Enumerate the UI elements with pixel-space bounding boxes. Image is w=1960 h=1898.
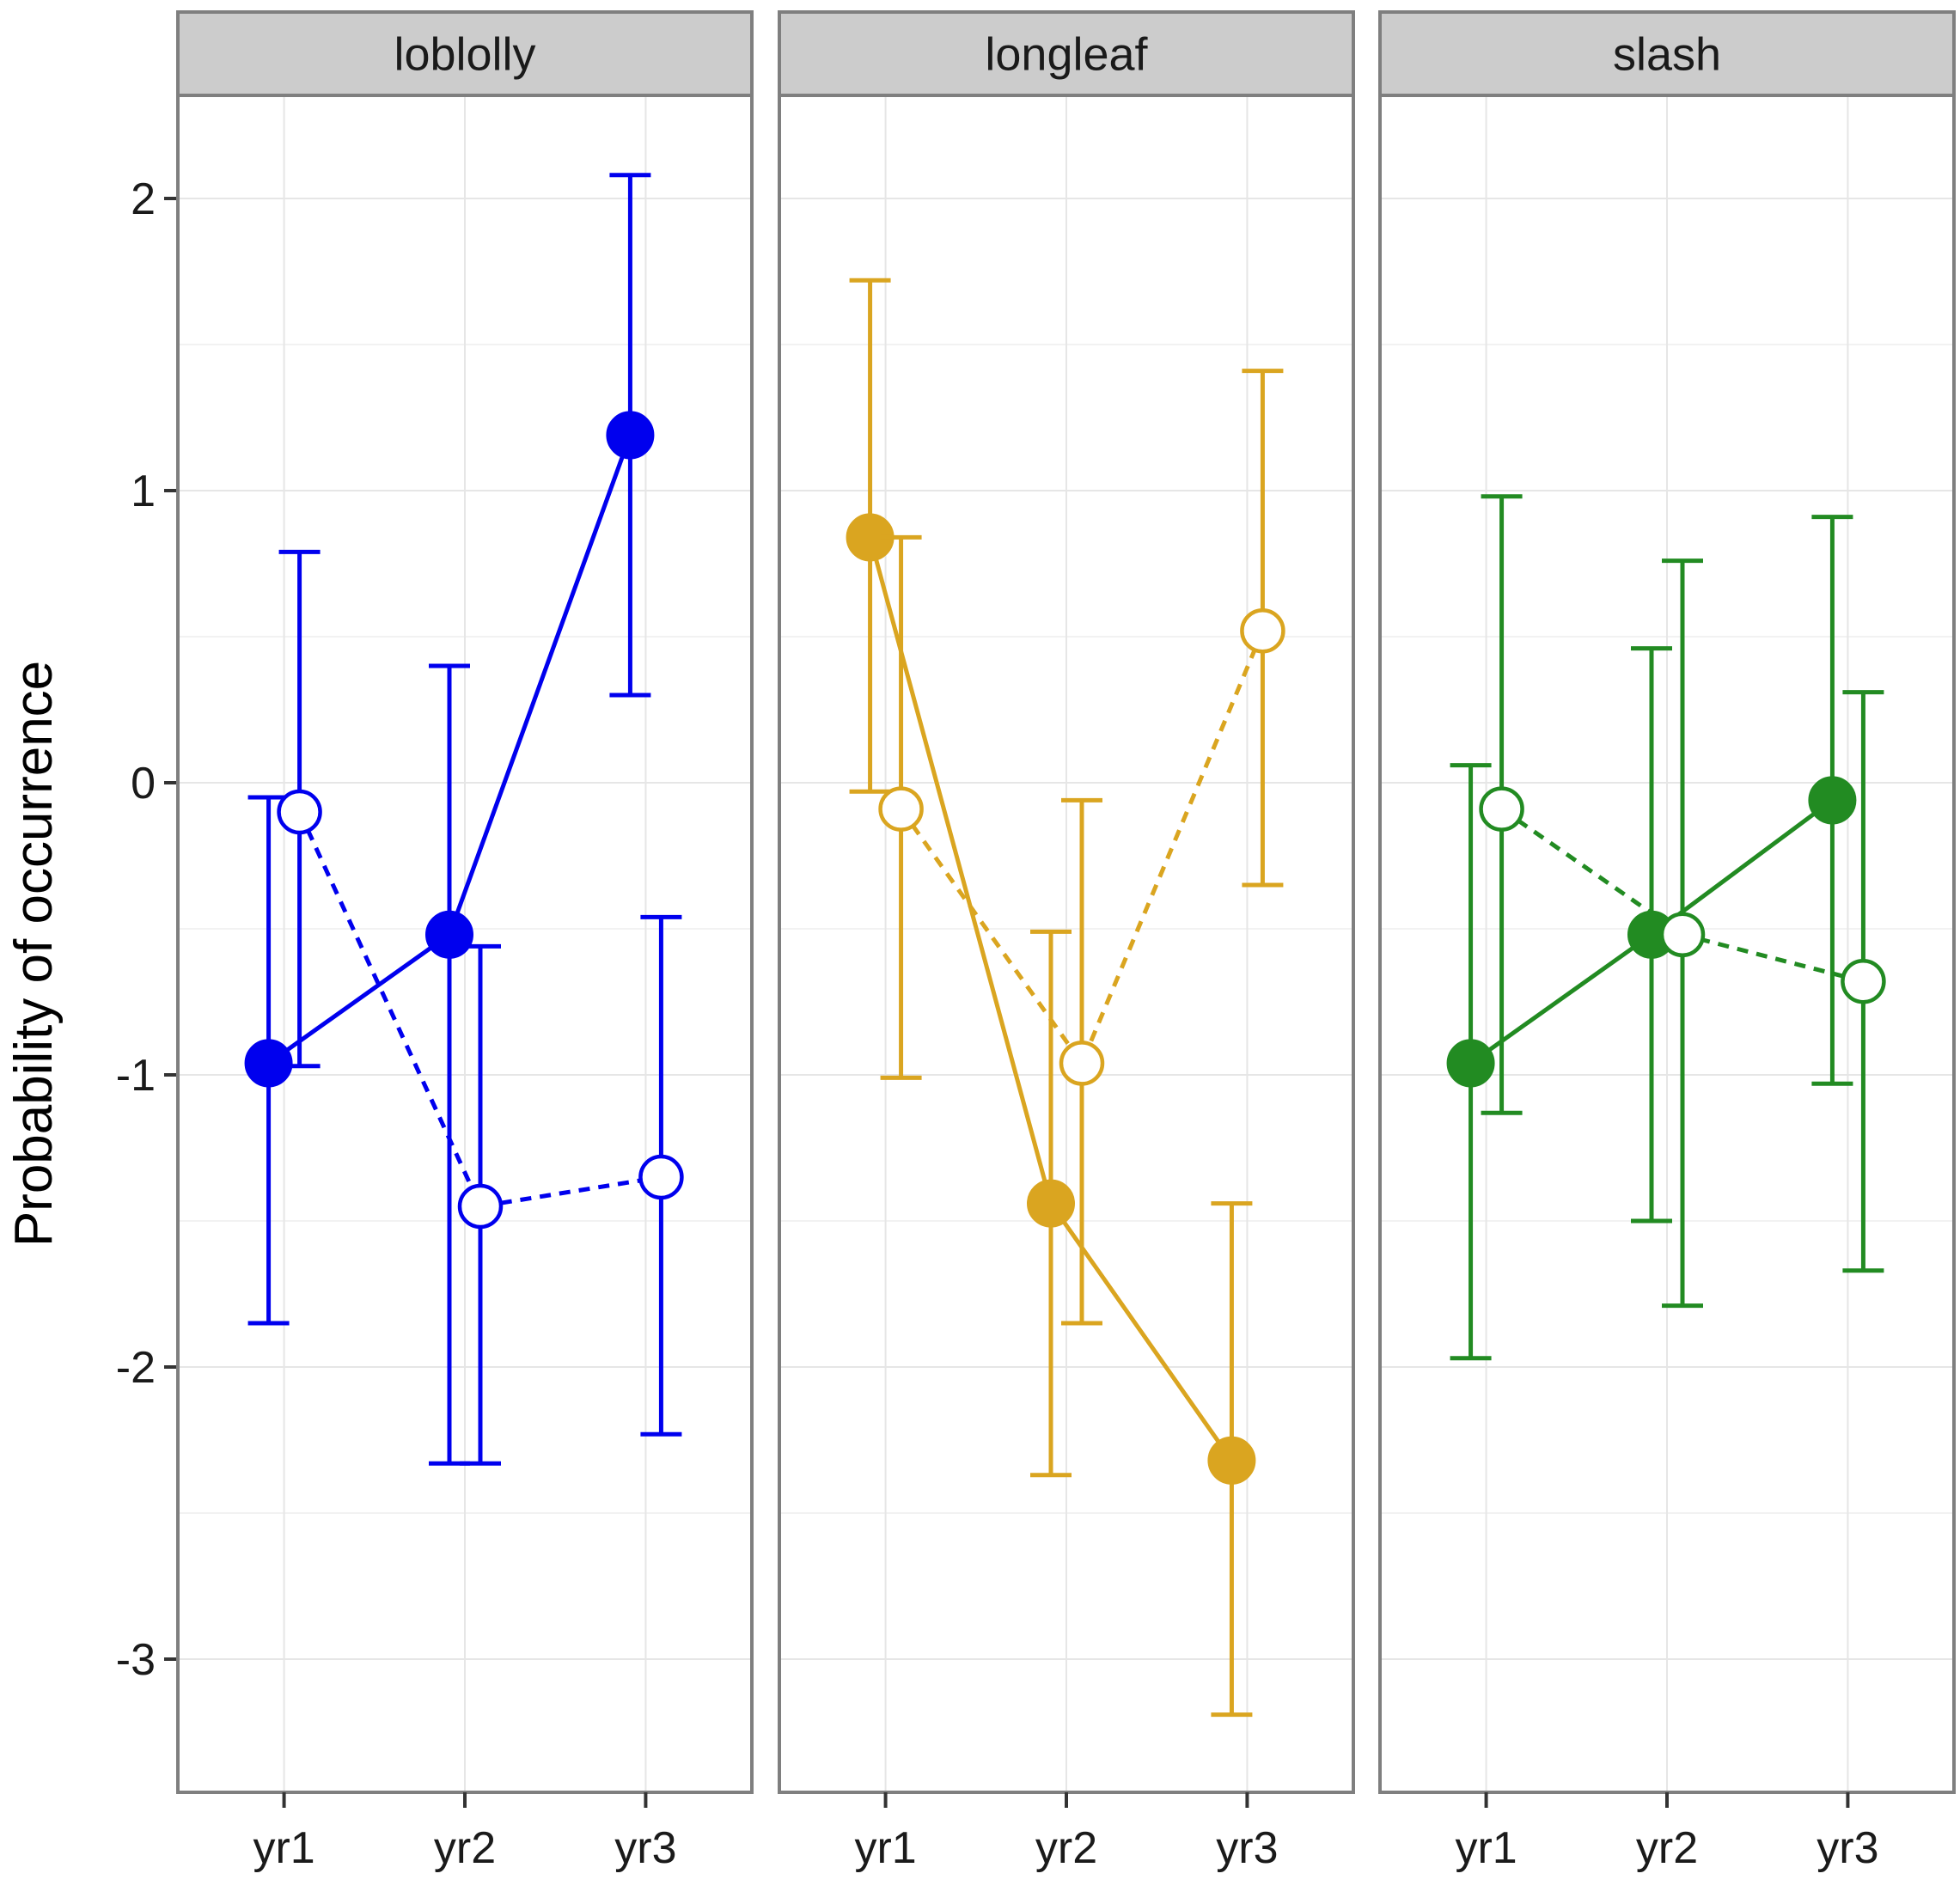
data-point-filled — [1446, 1039, 1495, 1088]
panel-title: longleaf — [985, 29, 1148, 81]
panel-title: loblolly — [394, 29, 535, 81]
data-point-open — [1479, 786, 1524, 832]
data-point-open — [1059, 1041, 1105, 1086]
data-point-filled — [1027, 1179, 1075, 1228]
data-point-open — [1240, 607, 1285, 654]
data-point-open — [1841, 958, 1886, 1004]
x-tick-label: yr1 — [253, 1823, 314, 1873]
x-tick-label: yr3 — [1216, 1823, 1278, 1873]
data-point-open — [277, 789, 322, 835]
x-tick-label: yr2 — [434, 1823, 496, 1873]
series-solid — [244, 173, 655, 1466]
data-point-filled — [1207, 1436, 1256, 1485]
series-dashed — [878, 369, 1285, 1326]
y-tick-label: -1 — [116, 1051, 156, 1101]
panel-loblolly: loblolly yr1 yr2 yr3 — [176, 10, 754, 1873]
y-tick-label: 2 — [131, 174, 156, 224]
panel-strip — [1378, 10, 1956, 97]
series-line — [297, 810, 662, 1209]
panel-strip — [778, 10, 1355, 97]
y-tick-label: 1 — [131, 467, 156, 516]
series-line — [899, 630, 1265, 1068]
series-dashed — [1479, 494, 1886, 1309]
data-point-filled — [606, 411, 655, 460]
panel-slash: slash yr1 yr2 yr3 — [1378, 10, 1956, 1873]
panels: loblolly yr1 yr2 yr3 longleaf yr1 yr2 yr3 slash y… — [176, 10, 1956, 1873]
y-axis: -3 -2 -1 0 1 2 — [116, 174, 178, 1685]
x-tick-label: yr1 — [854, 1823, 916, 1873]
x-tick-label: yr1 — [1455, 1823, 1517, 1873]
data-point-open — [638, 1154, 684, 1200]
data-point-open — [878, 786, 924, 832]
x-tick-label: yr3 — [1817, 1823, 1878, 1873]
data-point-open — [457, 1183, 504, 1230]
panel-title: slash — [1613, 29, 1721, 81]
x-tick-label: yr2 — [1636, 1823, 1698, 1873]
y-axis-label: Probability of occurrence — [4, 661, 64, 1247]
y-tick-label: 0 — [131, 759, 156, 809]
panel-longleaf: longleaf yr1 yr2 yr3 — [778, 10, 1355, 1873]
x-tick-label: yr2 — [1035, 1823, 1097, 1873]
series-dashed — [277, 549, 684, 1466]
y-tick-label: -3 — [116, 1635, 156, 1685]
data-point-open — [1659, 912, 1706, 958]
data-point-filled — [244, 1039, 293, 1088]
x-tick-label: yr3 — [614, 1823, 676, 1873]
data-point-filled — [425, 910, 473, 959]
y-tick-label: -2 — [116, 1343, 156, 1393]
data-point-filled — [1808, 776, 1857, 825]
